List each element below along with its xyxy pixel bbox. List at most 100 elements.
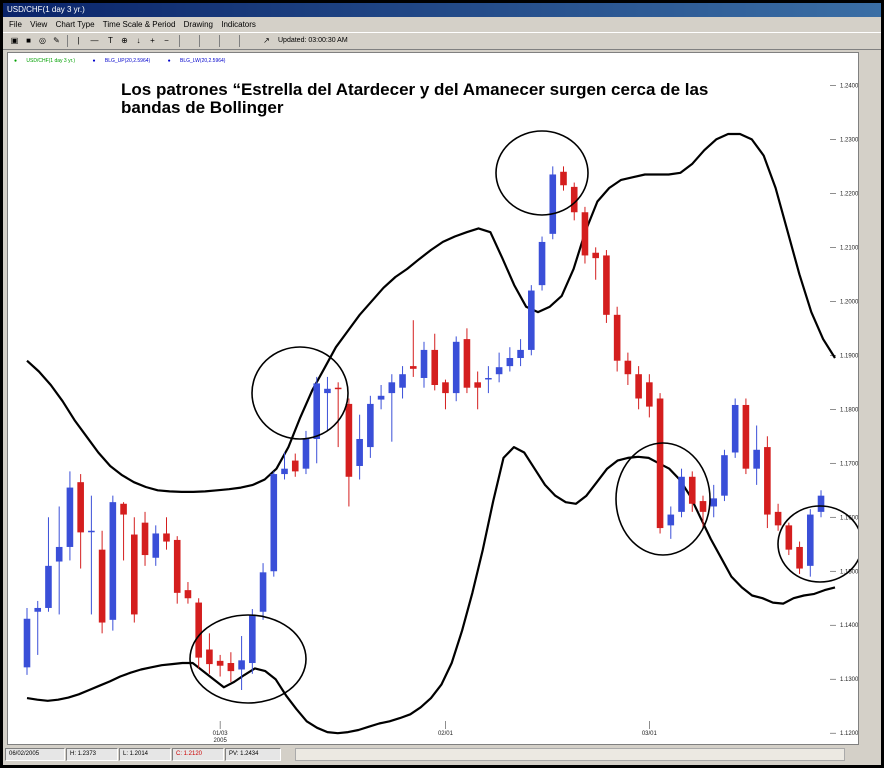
candle-body xyxy=(356,438,363,466)
candle-body xyxy=(109,502,117,620)
candle-body xyxy=(420,349,428,378)
toolbar-separator xyxy=(199,35,200,47)
menu-time-scale[interactable]: Time Scale & Period xyxy=(102,20,176,29)
candle-body xyxy=(238,660,245,670)
update-icon[interactable]: ↗ xyxy=(263,36,270,45)
candle-body xyxy=(774,511,782,526)
highlight-circle xyxy=(495,130,589,216)
print-icon[interactable]: ▣ xyxy=(10,36,19,45)
window-title: USD/CHF(1 day 3 yr.) xyxy=(3,3,881,17)
candle-body xyxy=(324,388,331,394)
candle-body xyxy=(485,377,492,380)
chart-annotation: Los patrones “Estrella del Atardecer y d… xyxy=(121,80,709,117)
candle-body xyxy=(216,660,224,666)
highlight-circle xyxy=(615,442,711,556)
horizontal-scrollbar[interactable] xyxy=(295,748,845,761)
candle-body xyxy=(377,395,385,400)
crosshair-icon[interactable]: ⊕ xyxy=(121,36,128,45)
x-tick-label: 03/01 xyxy=(642,731,658,737)
candle-body xyxy=(409,366,417,369)
pen-icon[interactable]: ✎ xyxy=(53,36,60,45)
candle-body xyxy=(592,252,599,259)
status-close: C: 1.2120 xyxy=(172,748,224,761)
app-window: USD/CHF(1 day 3 yr.) File View Chart Typ… xyxy=(3,3,881,765)
candle-body xyxy=(806,514,814,566)
candle-body xyxy=(131,534,138,615)
arrow-down-icon[interactable]: ↓ xyxy=(136,36,141,45)
candle-body xyxy=(334,387,342,390)
candle-body xyxy=(506,358,514,367)
candle-body xyxy=(270,474,278,572)
candle-body xyxy=(517,349,524,359)
y-tick-label: 1.1800 xyxy=(840,407,858,413)
candle-body xyxy=(753,449,760,469)
menu-file[interactable]: File xyxy=(9,20,22,29)
candle-body xyxy=(259,572,267,612)
toolbar-separator xyxy=(239,35,240,47)
bollinger-upper-line xyxy=(26,132,836,493)
text-icon[interactable]: T xyxy=(108,36,113,45)
candle-body xyxy=(538,241,546,286)
legend-label: BLG_LW(20,2.5964) xyxy=(179,58,226,64)
y-tick-label: 1.2200 xyxy=(840,191,858,197)
zoom-icon[interactable]: ◎ xyxy=(39,36,46,45)
candle-body xyxy=(388,382,396,394)
menu-chart-type[interactable]: Chart Type xyxy=(55,20,95,29)
candle-body xyxy=(646,382,653,407)
toolbar-separator xyxy=(179,35,180,47)
candle-body xyxy=(120,503,127,515)
x-tick-label: 02/01 xyxy=(438,731,454,737)
candle-body xyxy=(173,539,181,593)
candle-body xyxy=(206,649,213,665)
menu-indicators[interactable]: Indicators xyxy=(221,20,256,29)
candle-body xyxy=(581,212,589,256)
candle-body xyxy=(367,403,374,448)
status-pv: PV: 1.2434 xyxy=(225,748,281,761)
candle-body xyxy=(313,383,321,439)
legend-usdchf: ● USD/CHF(1 day 3 yr.) xyxy=(14,58,83,64)
candle-body xyxy=(281,468,288,475)
candle-body xyxy=(731,404,739,453)
highlight-circle xyxy=(777,505,858,583)
hline-icon[interactable]: — xyxy=(90,36,99,45)
toolbar: ▣ ■ ◎ ✎ | — T ⊕ ↓ + − ↗ Updated: 03:00:3… xyxy=(3,32,881,50)
vertical-scrollbar[interactable] xyxy=(860,52,877,743)
y-tick-label: 1.1600 xyxy=(840,515,858,521)
candle-body xyxy=(560,171,567,186)
y-tick-label: 1.2100 xyxy=(840,245,858,251)
status-high: H: 1.2373 xyxy=(66,748,118,761)
save-icon[interactable]: ■ xyxy=(26,36,31,45)
y-tick-label: 1.2000 xyxy=(840,299,858,305)
candle-body xyxy=(613,314,621,361)
chart-area[interactable]: ● USD/CHF(1 day 3 yr.) ● BLG_UP(20,2.596… xyxy=(7,52,859,745)
vline-icon[interactable]: | xyxy=(77,36,80,45)
toolbar-separator xyxy=(67,35,68,47)
candle-body xyxy=(549,174,557,234)
highlight-circle xyxy=(189,614,307,704)
candle-body xyxy=(624,360,632,375)
menu-view[interactable]: View xyxy=(30,20,48,29)
candle-body xyxy=(195,602,202,658)
candle-body xyxy=(442,382,449,394)
candle-body xyxy=(23,618,31,668)
candle-body xyxy=(764,447,771,515)
legend-blg-lw: ● BLG_LW(20,2.5964) xyxy=(168,58,234,64)
candle-body xyxy=(742,404,750,469)
y-tick-label: 1.1900 xyxy=(840,353,858,359)
candle-body xyxy=(463,339,471,388)
candle-body xyxy=(55,546,63,562)
candle-body xyxy=(152,533,160,558)
menu-drawing[interactable]: Drawing xyxy=(183,20,213,29)
zoom-in-icon[interactable]: + xyxy=(150,36,155,45)
candle-body xyxy=(710,498,718,507)
candle-body xyxy=(796,546,803,569)
candle-body xyxy=(667,514,675,526)
candle-body xyxy=(302,438,310,469)
candle-body xyxy=(570,186,578,213)
candlestick-chart: 1.2400 1.2300 1.2200 1.2100 1.2000 1.1900 1.18… xyxy=(23,83,858,744)
candle-body xyxy=(45,565,52,608)
zoom-out-icon[interactable]: − xyxy=(164,36,169,45)
candle-body xyxy=(635,374,642,399)
legend-dot-icon: ● xyxy=(14,58,18,64)
candle-body xyxy=(77,482,84,533)
